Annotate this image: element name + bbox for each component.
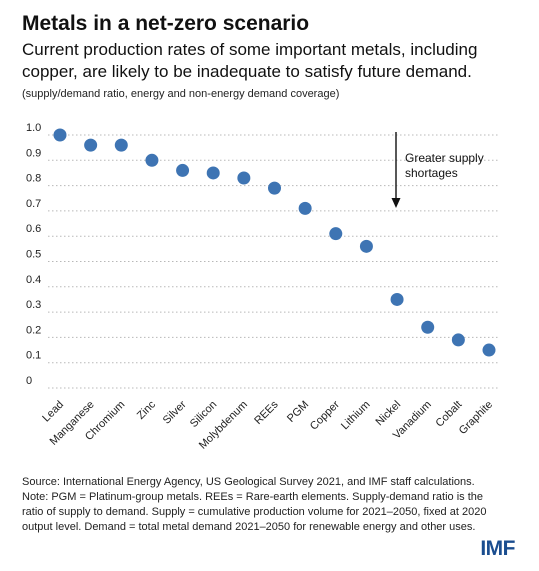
annotation-text: Greater supply	[405, 151, 484, 165]
y-tick-label: 0.8	[26, 173, 41, 185]
chart-subtitle: Current production rates of some importa…	[22, 40, 478, 81]
data-point-nickel	[390, 292, 404, 306]
x-tick-label: Lithium	[339, 399, 373, 433]
x-tick-label: Copper	[308, 398, 342, 432]
imf-logo: IMF	[480, 537, 515, 560]
source-note: Source: International Energy Agency, US …	[22, 476, 475, 488]
note-line-2: ratio of supply to demand. Supply = cumu…	[22, 506, 487, 518]
y-axis-ticks: 0 0.1 0.2 0.3 0.4 0.5 0.6 0.7 0.8 0.9 1.0	[26, 122, 41, 387]
x-tick-label: PGM	[285, 399, 311, 425]
data-point-molybdenum	[237, 171, 251, 185]
data-points	[53, 128, 496, 357]
data-point-cobalt	[451, 333, 465, 347]
x-tick-label: Graphite	[457, 399, 495, 437]
data-point-lead	[53, 128, 67, 142]
data-point-rees	[268, 181, 281, 195]
chart-title: Metals in a net-zero scenario	[22, 12, 310, 35]
y-tick-label: 0.1	[26, 350, 41, 362]
data-point-graphite	[482, 343, 496, 357]
data-point-silicon	[206, 166, 220, 180]
annotation-text: shortages	[405, 166, 458, 180]
y-tick-label: 0.9	[26, 147, 41, 159]
y-tick-label: 0.2	[26, 324, 41, 336]
x-tick-label: Lead	[40, 399, 66, 425]
arrow-down-icon	[391, 198, 401, 208]
y-tick-label: 0.4	[26, 274, 41, 286]
y-tick-label: 0.5	[26, 249, 41, 261]
footnotes: Source: International Energy Agency, US …	[22, 475, 527, 535]
data-point-lithium	[359, 239, 373, 253]
data-point-chromium	[114, 138, 128, 152]
note-line-1: Note: PGM = Platinum-group metals. REEs …	[22, 491, 483, 503]
data-point-manganese	[84, 138, 98, 152]
data-point-zinc	[145, 153, 159, 167]
data-point-copper	[329, 227, 343, 241]
y-tick-label: 0.7	[26, 198, 41, 210]
y-tick-label: 0.3	[26, 299, 41, 311]
y-tick-label: 0.6	[26, 223, 41, 235]
y-tick-label: 0	[26, 375, 32, 387]
data-point-pgm	[298, 201, 312, 215]
x-tick-label: Silver	[161, 398, 189, 426]
data-point-vanadium	[421, 320, 435, 334]
units-label: (supply/demand ratio, energy and non-ene…	[22, 88, 340, 100]
scatter-chart: 0 0.1 0.2 0.3 0.4 0.5 0.6 0.7 0.8 0.9 1.0 LeadMang…	[26, 122, 500, 452]
gridlines	[48, 134, 500, 389]
x-tick-label: REEs	[252, 398, 281, 427]
data-point-silver	[176, 163, 190, 177]
x-tick-label: Zinc	[135, 398, 159, 422]
y-tick-label: 1.0	[26, 122, 41, 134]
note-line-3: output level. Demand = total metal deman…	[22, 521, 476, 533]
